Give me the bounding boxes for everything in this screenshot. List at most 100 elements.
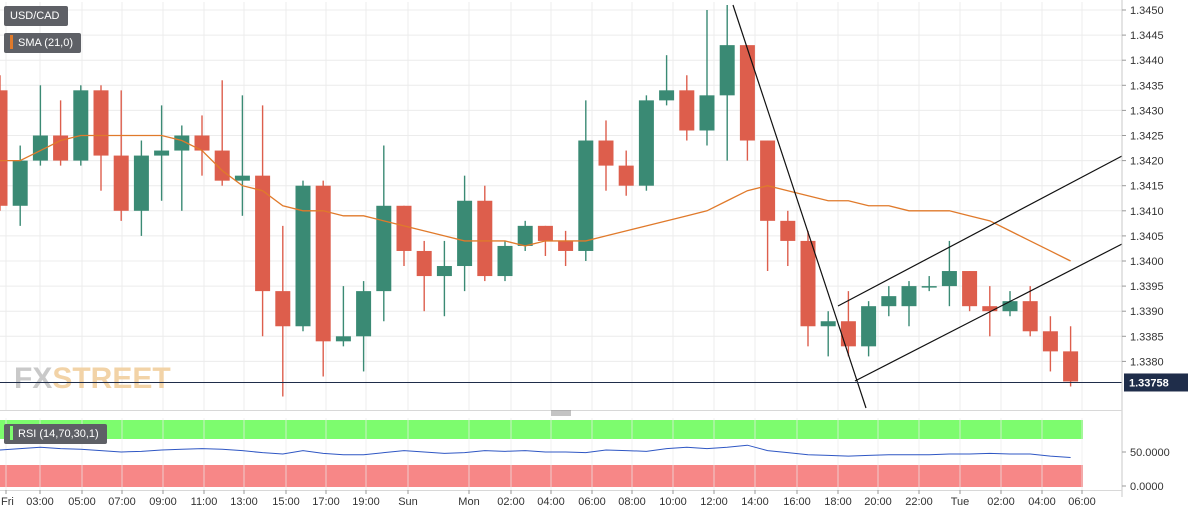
candle-body	[659, 90, 675, 101]
time-tick-label: 11:00	[191, 496, 218, 508]
candle-body	[194, 135, 210, 151]
time-tick-label: 10:00	[659, 496, 687, 508]
candle-body	[760, 140, 776, 221]
candle-body	[255, 175, 271, 292]
last-price-tag-label: 1.33758	[1129, 377, 1169, 389]
time-tick-label: Tue	[951, 496, 970, 508]
candle-body	[1063, 351, 1079, 382]
time-tick-label: 08:00	[618, 496, 646, 508]
price-tick-label: 1.3415	[1130, 181, 1164, 193]
candle-body	[0, 90, 8, 206]
rsi-badge[interactable]: RSI (14,70,30,1)	[4, 424, 107, 444]
rsi-label: RSI (14,70,30,1)	[18, 428, 99, 440]
panel-splitter	[551, 410, 571, 416]
time-tick-label: 16:00	[783, 496, 811, 508]
price-tick-label: 1.3405	[1130, 231, 1164, 243]
candle-body	[1002, 301, 1018, 312]
candle-body	[12, 160, 28, 206]
time-tick-label: 13:00	[230, 496, 258, 508]
sma-swatch	[10, 35, 13, 50]
last-price-tag	[1124, 373, 1188, 392]
time-tick-label: 09:00	[149, 496, 177, 508]
candle-body	[578, 140, 594, 251]
down-trendline	[732, 4, 867, 409]
price-tick-label: 1.3400	[1130, 256, 1164, 268]
price-tick-label: 1.3420	[1130, 156, 1164, 168]
candle-body	[800, 240, 816, 327]
time-tick-label: Fri	[1, 496, 14, 508]
candle-body	[699, 95, 715, 131]
watermark-fx: FX	[14, 362, 52, 395]
candle-body	[1022, 301, 1038, 332]
price-tick-label: 1.3410	[1130, 206, 1164, 218]
candle-body	[941, 271, 957, 287]
time-tick-label: 07:00	[108, 496, 136, 508]
rsi-line	[0, 444, 1071, 458]
candle-body	[962, 271, 978, 307]
candle-body	[558, 240, 574, 251]
price-axis: 1.3450 1.3445 1.3440 1.3435 1.3430 1.3425 1.34…	[0, 0, 1188, 497]
time-tick-label: 04:00	[537, 496, 565, 508]
symbol-label: USD/CAD	[10, 10, 60, 22]
time-axis: Fri 03:00 05:00 07:00 09:00 11:00 13:00 15:00 17…	[1, 490, 1096, 508]
candle-body	[861, 306, 877, 347]
candle-body	[497, 245, 513, 277]
price-tick-label: 1.3425	[1130, 131, 1164, 143]
price-tick-label: 1.3390	[1130, 306, 1164, 318]
rsi-swatch	[10, 426, 13, 441]
time-tick-label: 17:00	[312, 496, 340, 508]
time-tick-label: 06:00	[578, 496, 606, 508]
candle-body	[133, 155, 149, 211]
rsi-tick-label: 50.0000	[1130, 447, 1170, 459]
candle-body	[113, 155, 129, 211]
time-tick-label: Sun	[398, 496, 418, 508]
candle-body	[638, 100, 654, 186]
price-tick-label: 1.3430	[1130, 105, 1164, 117]
price-tick-label: 1.3435	[1130, 80, 1164, 92]
sma-line	[0, 134, 1071, 262]
candle-body	[32, 135, 48, 161]
candle-body	[436, 266, 452, 277]
time-tick-label: 03:00	[26, 496, 54, 508]
candle-body	[820, 321, 836, 327]
candle-body	[275, 291, 291, 327]
candle-body	[840, 321, 856, 347]
candle-body	[719, 45, 735, 96]
sma-badge[interactable]: SMA (21,0)	[4, 33, 82, 53]
candle-body	[921, 286, 937, 288]
trendlines	[732, 4, 1123, 409]
candle-body	[154, 150, 170, 156]
candles	[0, 4, 1079, 397]
candle-body	[679, 90, 695, 131]
time-tick-label: Mon	[458, 496, 479, 508]
candle-body	[396, 205, 412, 251]
candle-body	[982, 306, 998, 312]
symbol-badge[interactable]: USD/CAD	[4, 6, 68, 26]
candle-body	[457, 200, 473, 267]
time-tick-label: 22:00	[905, 496, 933, 508]
time-tick-label: 18:00	[824, 496, 852, 508]
candle-body	[598, 140, 614, 166]
watermark-fxstreet: FXSTREET	[14, 362, 171, 395]
candle-body	[1042, 331, 1058, 352]
candle-body	[780, 220, 796, 241]
candle-body	[618, 165, 634, 186]
time-tick-label: 19:00	[352, 496, 380, 508]
price-tick-label: 1.3385	[1130, 331, 1164, 343]
price-panel: FXSTREET	[0, 2, 1123, 410]
time-tick-label: 02:00	[987, 496, 1015, 508]
rsi-tick-label: 0.0000	[1130, 481, 1164, 493]
rsi-overbought-band	[0, 420, 1083, 439]
candle-body	[315, 185, 331, 342]
time-tick-label: 14:00	[741, 496, 769, 508]
candle-body	[881, 296, 897, 307]
rsi-oversold-band	[0, 465, 1083, 487]
candle-body	[416, 250, 432, 277]
candle-body	[901, 286, 917, 307]
candle-body	[356, 291, 372, 337]
candle-body	[739, 45, 755, 141]
watermark-street: STREET	[52, 362, 170, 395]
channel-upper-line	[837, 155, 1123, 307]
price-tick-label: 1.3440	[1130, 55, 1164, 67]
